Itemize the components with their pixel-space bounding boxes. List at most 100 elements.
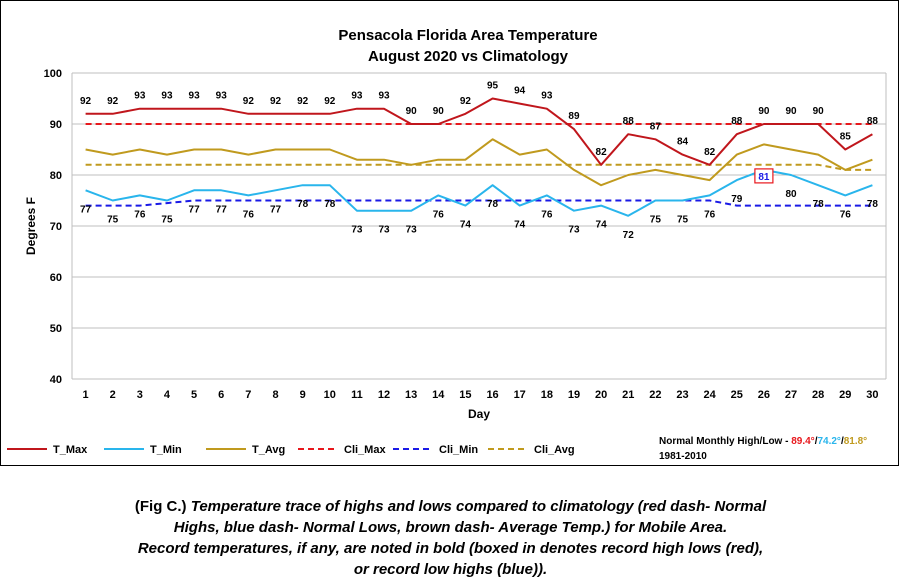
x-tick-label-9: 9 (300, 389, 306, 401)
legend-label-cli-min: Cli_Min (439, 444, 478, 456)
max-data-label-day-23: 84 (677, 137, 689, 148)
max-data-label-day-10: 92 (324, 96, 336, 107)
x-tick-label-20: 20 (595, 389, 607, 401)
y-tick-label-90: 90 (50, 119, 62, 131)
normals-avg: 81.8° (844, 436, 867, 447)
x-tick-label-8: 8 (272, 389, 278, 401)
max-data-label-day-25: 88 (731, 116, 743, 127)
chart-title: Pensacola Florida Area Temperature (338, 27, 597, 44)
min-data-label-day-27: 80 (785, 189, 797, 200)
x-tick-label-30: 30 (866, 389, 878, 401)
min-data-label-day-10: 78 (324, 199, 336, 210)
max-data-label-day-15: 92 (460, 96, 472, 107)
min-data-label-day-15: 74 (460, 220, 472, 231)
legend: T_Max T_Min T_Avg Cli_Max Cli_Min Cli_Avg (7, 444, 575, 456)
min-data-label-day-25: 79 (731, 194, 743, 205)
x-tick-label-12: 12 (378, 389, 390, 401)
normals-sep-1: / (815, 436, 818, 447)
min-data-label-day-4: 75 (161, 215, 173, 226)
max-data-label-day-4: 93 (161, 91, 173, 102)
legend-label-t-max: T_Max (53, 444, 88, 456)
max-data-label-day-14: 90 (433, 106, 445, 117)
x-tick-label-1: 1 (83, 389, 89, 401)
max-data-label-day-29: 85 (840, 132, 852, 143)
min-data-label-day-1: 77 (80, 204, 92, 215)
normals-period: 1981-2010 (659, 451, 707, 462)
x-tick-label-21: 21 (622, 389, 634, 401)
min-data-label-day-8: 77 (270, 204, 282, 215)
max-data-label-day-9: 92 (297, 96, 309, 107)
min-data-label-day-12: 73 (378, 225, 390, 236)
min-data-label-day-6: 77 (216, 204, 228, 215)
min-data-label-day-19: 73 (568, 225, 580, 236)
min-data-label-day-17: 74 (514, 220, 526, 231)
min-data-label-day-14: 76 (433, 209, 445, 220)
min-data-label-day-29: 76 (840, 209, 852, 220)
max-data-label-day-3: 93 (134, 91, 146, 102)
max-data-label-day-20: 82 (596, 147, 608, 158)
legend-label-t-avg: T_Avg (252, 444, 285, 456)
x-axis-label: Day (468, 407, 490, 421)
min-data-label-day-3: 76 (134, 209, 146, 220)
max-data-label-day-5: 93 (189, 91, 201, 102)
max-data-label-day-16: 95 (487, 81, 499, 92)
caption-line-1: (Fig C.) Temperature trace of highs and … (0, 496, 901, 517)
max-data-label-day-1: 92 (80, 96, 92, 107)
x-tick-label-3: 3 (137, 389, 143, 401)
chart-frame: Pensacola Florida Area Temperature Augus… (0, 0, 899, 466)
x-tick-label-14: 14 (432, 389, 445, 401)
x-tick-label-23: 23 (676, 389, 688, 401)
max-data-label-day-26: 90 (758, 106, 770, 117)
x-tick-label-27: 27 (785, 389, 797, 401)
max-data-label-day-21: 88 (623, 116, 635, 127)
max-data-label-day-22: 87 (650, 121, 662, 132)
max-data-label-day-11: 93 (351, 91, 363, 102)
x-tick-label-19: 19 (568, 389, 580, 401)
series-line-cli-avg (85, 163, 873, 171)
caption-line-3: Record temperatures, if any, are noted i… (137, 540, 764, 557)
min-data-label-day-16: 78 (487, 199, 499, 210)
min-data-label-day-5: 77 (189, 204, 201, 215)
normals-note: Normal Monthly High/Low - 89.4°/74.2°/81… (659, 436, 867, 447)
caption-line-4: or record low highs (blue)). (353, 561, 548, 578)
max-data-label-day-6: 93 (216, 91, 228, 102)
normals-low: 74.2° (817, 436, 840, 447)
x-tick-label-15: 15 (459, 389, 471, 401)
min-data-label-day-30: 78 (867, 199, 879, 210)
max-data-label-day-18: 93 (541, 91, 553, 102)
caption-line-1-text: Temperature trace of highs and lows comp… (190, 498, 767, 515)
max-data-label-day-17: 94 (514, 86, 526, 97)
normals-label: Normal Monthly High/Low - (659, 436, 791, 447)
min-data-label-day-20: 74 (596, 220, 608, 231)
min-data-label-day-21: 72 (623, 230, 635, 241)
normals-high: 89.4° (791, 436, 814, 447)
series-line-t-avg (85, 138, 873, 187)
x-tick-label-13: 13 (405, 389, 417, 401)
legend-label-t-min: T_Min (150, 444, 182, 456)
x-tick-label-28: 28 (812, 389, 824, 401)
x-tick-label-4: 4 (164, 389, 171, 401)
max-data-label-day-8: 92 (270, 96, 282, 107)
x-tick-label-18: 18 (541, 389, 553, 401)
figure-caption: (Fig C.) Temperature trace of highs and … (0, 496, 901, 580)
chart-subtitle: August 2020 vs Climatology (368, 48, 569, 65)
y-tick-label-100: 100 (44, 68, 62, 80)
y-tick-label-50: 50 (50, 323, 62, 335)
min-data-label-day-2: 75 (107, 215, 119, 226)
temperature-chart: Pensacola Florida Area Temperature Augus… (7, 27, 887, 462)
max-data-label-day-24: 82 (704, 147, 716, 158)
max-data-label-day-30: 88 (867, 116, 879, 127)
max-data-label-day-28: 90 (813, 106, 825, 117)
x-tick-label-17: 17 (514, 389, 526, 401)
legend-label-cli-avg: Cli_Avg (534, 444, 575, 456)
x-tick-label-26: 26 (758, 389, 770, 401)
max-data-label-day-12: 93 (378, 91, 390, 102)
x-tick-label-16: 16 (486, 389, 498, 401)
x-tick-label-25: 25 (731, 389, 743, 401)
x-tick-label-6: 6 (218, 389, 224, 401)
y-tick-label-70: 70 (50, 221, 62, 233)
min-data-label-day-23: 75 (677, 215, 689, 226)
x-tick-label-10: 10 (324, 389, 336, 401)
series-line-t-min (85, 168, 873, 217)
